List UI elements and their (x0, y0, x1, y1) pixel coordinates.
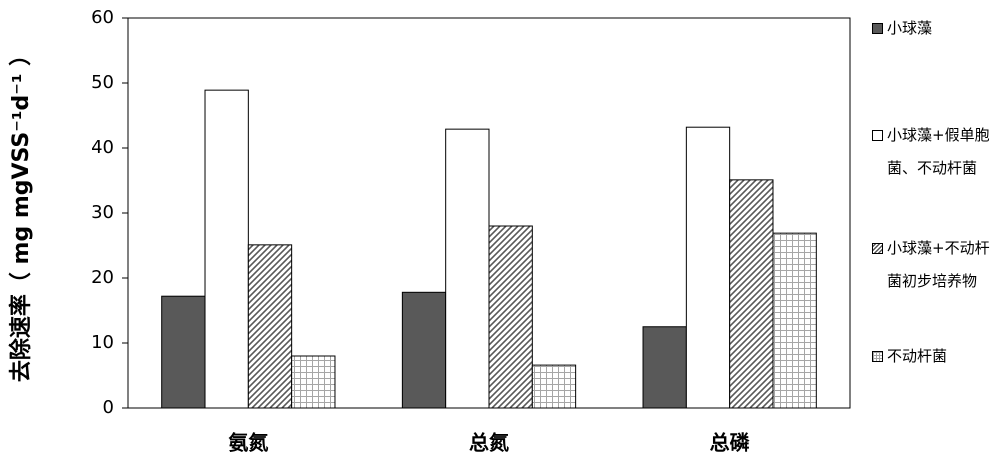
bar (729, 179, 774, 409)
x-tick-label: 总磷 (710, 431, 750, 455)
legend-swatch (872, 351, 883, 362)
bar (531, 364, 577, 409)
legend-swatch (872, 243, 883, 254)
bar (445, 128, 490, 409)
y-axis-label: 去除速率（ mg mgVSS⁻¹d⁻¹ ） (8, 44, 34, 382)
legend-item: 不动杆菌 (872, 340, 992, 373)
x-tick-label: 总氮 (469, 431, 509, 455)
legend-item: 小球藻+不动杆菌初步培养物 (872, 232, 992, 298)
bar (685, 126, 731, 409)
bar (772, 232, 817, 409)
y-tick-label: 30 (91, 202, 114, 223)
bar (247, 244, 293, 409)
bar (291, 355, 336, 409)
y-tick-label: 20 (91, 267, 114, 288)
legend-label: 小球藻+假单胞菌、不动杆菌 (887, 126, 990, 177)
legend-item: 小球藻+假单胞菌、不动杆菌 (872, 119, 992, 185)
legend-swatch (872, 23, 883, 34)
legend-label: 不动杆菌 (887, 347, 948, 365)
bar (642, 326, 687, 409)
legend-label: 小球藻+不动杆菌初步培养物 (887, 239, 990, 290)
bar (161, 295, 206, 409)
y-tick-label: 40 (91, 137, 114, 158)
bar (488, 225, 533, 409)
bar (204, 89, 249, 409)
y-tick-label: 60 (91, 7, 114, 28)
y-tick-label: 50 (91, 72, 114, 93)
y-tick-label: 0 (103, 397, 114, 418)
legend-item: 小球藻 (872, 12, 992, 45)
y-tick-label: 10 (91, 332, 114, 353)
plot-frame (127, 17, 851, 409)
x-tick-label: 氨氮 (228, 431, 268, 455)
bar (401, 291, 447, 409)
legend-label: 小球藻 (887, 19, 933, 37)
legend-swatch (872, 130, 883, 141)
